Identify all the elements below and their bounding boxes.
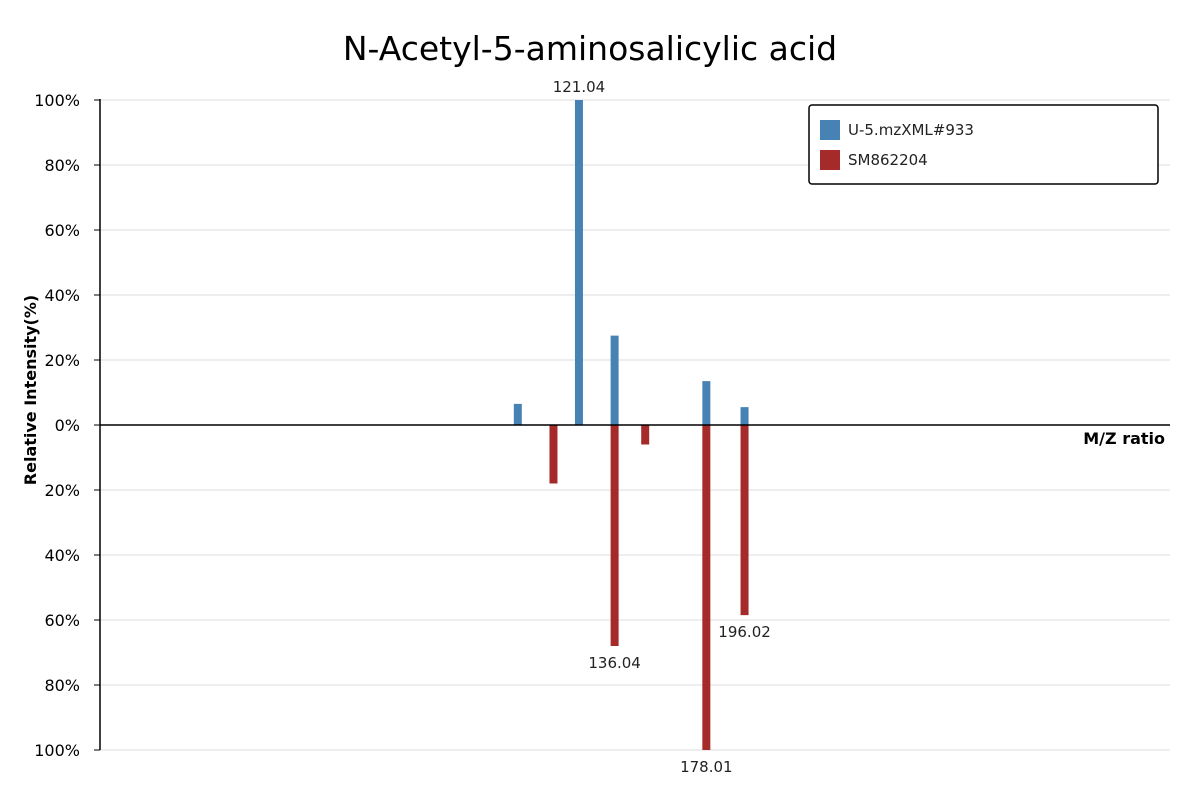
legend-box	[808, 104, 1159, 185]
y-tick-label: 60%	[44, 221, 80, 240]
y-tick-label: 80%	[44, 676, 80, 695]
peak-label: 121.04	[553, 78, 606, 96]
peak-bar	[574, 100, 583, 425]
peak-bar	[610, 335, 619, 425]
y-tick-label: 20%	[44, 351, 80, 370]
axes	[99, 99, 1170, 750]
peak-bar	[740, 407, 749, 425]
legend-swatch	[820, 120, 840, 140]
y-tick-label: 0%	[55, 416, 80, 435]
peak-labels: 121.04 136.04 178.01 196.02	[553, 78, 771, 776]
chart-title: N-Acetyl-5-aminosalicylic acid	[343, 29, 837, 68]
y-tick-label: 20%	[44, 481, 80, 500]
bars	[513, 100, 749, 750]
peak-bar	[702, 381, 711, 425]
x-axis-title: M/Z ratio	[1083, 429, 1165, 448]
y-tick-label: 100%	[34, 91, 80, 110]
legend-swatch	[820, 150, 840, 170]
legend-label: U-5.mzXML#933	[848, 121, 974, 139]
peak-bar	[702, 425, 711, 750]
y-tick-label: 80%	[44, 156, 80, 175]
y-tick-label: 40%	[44, 286, 80, 305]
legend-label: SM862204	[848, 151, 928, 169]
peak-label: 178.01	[680, 758, 733, 776]
peak-bar	[549, 425, 558, 484]
grid-lines	[100, 99, 1170, 751]
peak-label: 196.02	[718, 623, 771, 641]
peak-bar	[513, 403, 522, 425]
peak-bar	[610, 425, 619, 646]
peak-bar	[641, 425, 650, 445]
y-tick-label: 60%	[44, 611, 80, 630]
peak-label: 136.04	[588, 654, 641, 672]
y-tick-label: 40%	[44, 546, 80, 565]
y-axis-title: Relative Intensity(%)	[21, 295, 40, 485]
y-tick-labels: 100% 80% 60% 40% 20% 0% 20% 40% 60% 80% 100%	[34, 91, 100, 760]
legend: U-5.mzXML#933 SM862204	[808, 104, 1159, 185]
peak-bar	[740, 425, 749, 616]
y-tick-label: 100%	[34, 741, 80, 760]
